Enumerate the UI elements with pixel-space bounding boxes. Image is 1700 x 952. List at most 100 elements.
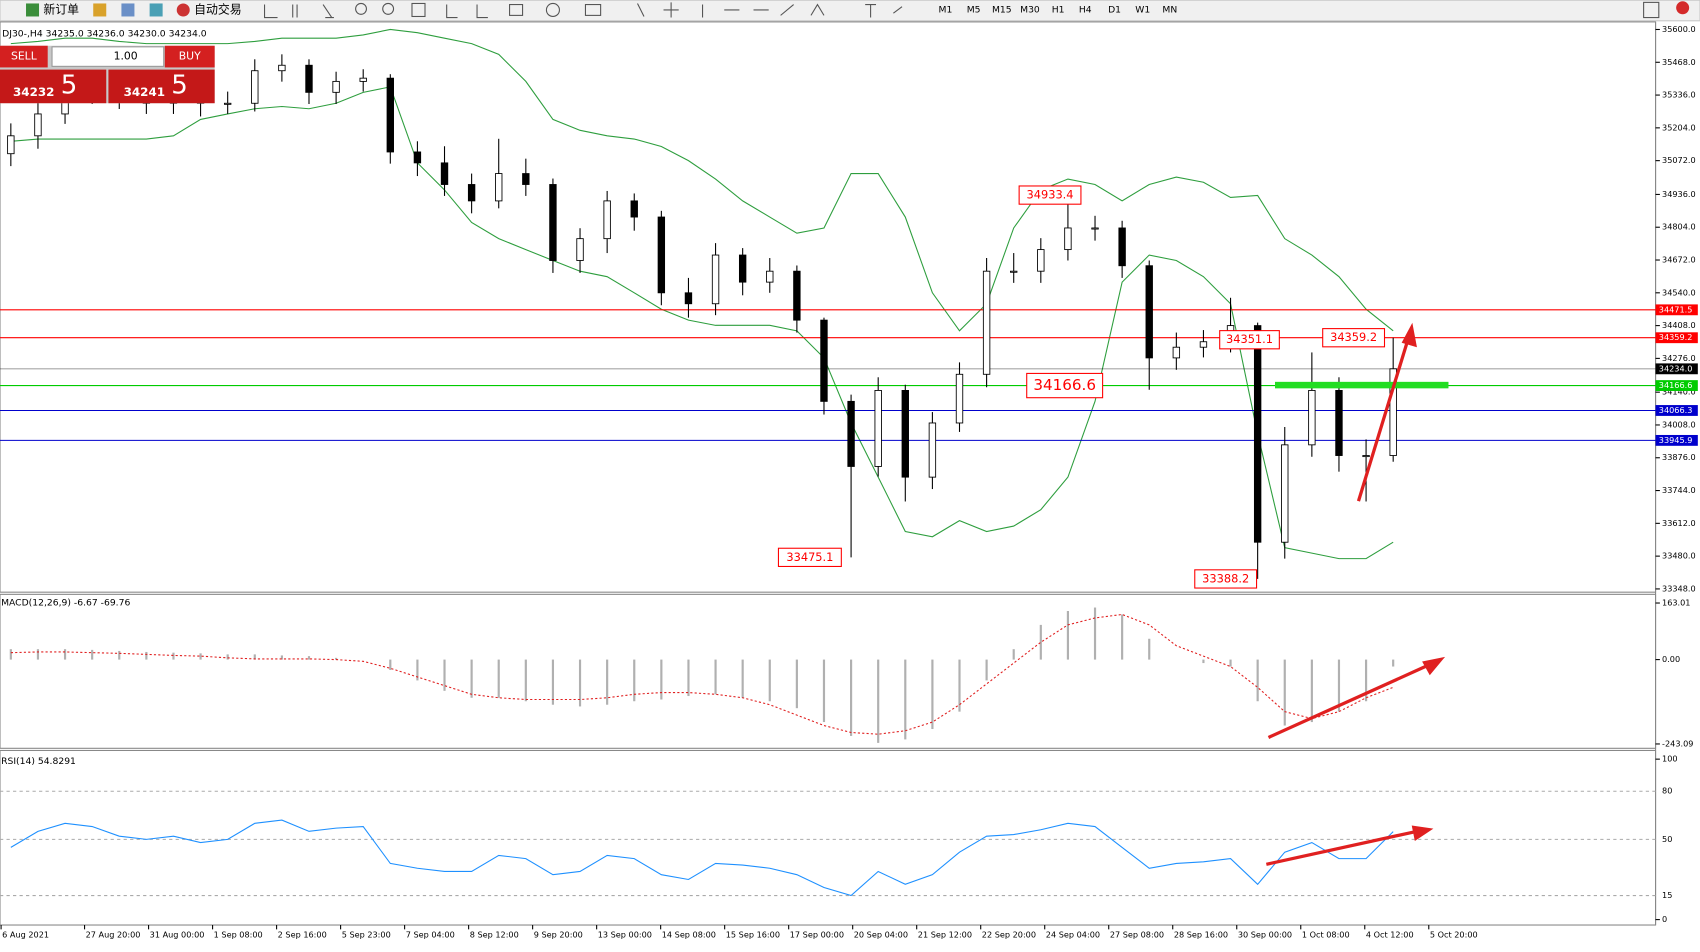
macd-histogram-bar: [958, 659, 961, 712]
x-tick-label: 31 Aug 00:00: [150, 929, 205, 939]
tool-icon[interactable]: [93, 3, 107, 17]
macd-histogram-bar: [1148, 638, 1151, 660]
timeframe-button[interactable]: M1: [939, 4, 953, 15]
macd-histogram-bar: [470, 659, 473, 698]
macd-histogram-bar: [633, 659, 636, 702]
candle-body: [413, 151, 422, 164]
macd-histogram-bar: [63, 649, 67, 660]
plot: 35600.0 35468.0 35336.0 35204.0 35072.0 34936…: [0, 24, 1698, 939]
x-tick-label: 8 Sep 12:00: [470, 929, 519, 939]
timeframe-button[interactable]: H1: [1052, 4, 1065, 15]
candle-body: [467, 184, 476, 202]
auto-trading-button[interactable]: 自动交易: [194, 2, 242, 16]
candle-body: [1281, 444, 1289, 543]
sell-price-pips[interactable]: 5: [61, 70, 78, 100]
timeframe-button[interactable]: W1: [1135, 4, 1150, 15]
x-tick-label: 28 Sep 16:00: [1174, 929, 1228, 939]
y-tick-label: 33480.0: [1662, 551, 1696, 561]
x-tick-label: 22 Sep 20:00: [982, 929, 1036, 939]
macd-histogram-bar: [606, 659, 609, 705]
tool-icon[interactable]: [149, 3, 163, 17]
drawing-tools[interactable]: [263, 2, 903, 19]
x-tick-label: 5 Sep 23:00: [342, 929, 391, 939]
search-button[interactable]: [1643, 1, 1660, 19]
buy-price-box[interactable]: [108, 69, 215, 104]
candle-body: [386, 77, 394, 153]
y-tick-label: 35600.0: [1662, 24, 1696, 34]
timeframe-bar: M1 M5 M15 M30 H1 H4 D1 W1 MN: [939, 4, 1178, 15]
buy-price-pips[interactable]: 5: [171, 70, 188, 100]
candle-body: [332, 80, 340, 93]
macd-histogram-bar: [172, 652, 175, 660]
y-tick-label: 33612.0: [1662, 518, 1696, 528]
y-tick-label: 33348.0: [1662, 583, 1696, 593]
timeframe-button[interactable]: M15: [992, 4, 1012, 15]
candle-body: [1145, 265, 1153, 359]
macd-histogram-bar: [145, 651, 148, 660]
candle-body: [1253, 325, 1262, 543]
macd-histogram-bar: [1066, 611, 1070, 660]
price-annotation: 34166.6: [1033, 376, 1096, 394]
toolbar: [0, 0, 1700, 22]
x-tick-label: 13 Sep 00:00: [598, 929, 652, 939]
auto-trading-icon[interactable]: [176, 3, 190, 17]
x-tick-label: 27 Aug 20:00: [86, 929, 141, 939]
macd-histogram-bar: [36, 649, 40, 660]
buy-label[interactable]: BUY: [179, 50, 201, 63]
drawn-arrows: [1265, 322, 1446, 866]
price-annotation-box: [777, 547, 842, 567]
x-tick-label: 6 Aug 2021: [2, 929, 49, 939]
price-annotation-box: [1018, 185, 1082, 205]
new-order-button[interactable]: 新订单: [43, 2, 79, 16]
buy-button[interactable]: [164, 45, 215, 68]
chart-header: DJ30-,H4 34235.0 34236.0 34230.0 34234.0: [2, 28, 207, 39]
macd-histogram-bar: [687, 659, 690, 697]
sell-price[interactable]: 34232: [13, 85, 54, 99]
timeframe-button[interactable]: M5: [967, 4, 981, 15]
macd-histogram-bar: [1039, 624, 1042, 660]
price-annotation: 33388.2: [1202, 571, 1249, 585]
sell-price-box[interactable]: [0, 69, 107, 104]
price-level-tag: [1655, 332, 1698, 344]
sell-label[interactable]: SELL: [11, 50, 37, 63]
tool-icon[interactable]: [121, 3, 135, 17]
macd-pane: [0, 593, 1657, 749]
x-tick-label: 24 Sep 04:00: [1046, 929, 1100, 939]
timeframe-button[interactable]: MN: [1162, 4, 1177, 15]
price-annotation: 33475.1: [786, 550, 833, 564]
volume-value[interactable]: 1.00: [114, 50, 138, 63]
macd-histogram-bar: [307, 656, 311, 660]
new-order-icon[interactable]: [26, 3, 40, 17]
candle-body: [576, 238, 584, 261]
macd-histogram-bar: [1337, 659, 1341, 712]
candle-body: [901, 390, 909, 478]
price-annotation: 34359.2: [1330, 330, 1377, 344]
timeframe-button[interactable]: M30: [1020, 4, 1040, 15]
candle-body: [1389, 368, 1397, 456]
buy-price[interactable]: 34241: [124, 85, 165, 99]
notification-badge[interactable]: [1676, 1, 1690, 15]
candle-body: [793, 270, 801, 321]
macd-histogram-bar: [118, 650, 121, 660]
macd-histogram-bar: [226, 654, 229, 660]
macd-histogram-bar: [1256, 659, 1259, 702]
timeframe-button[interactable]: D1: [1108, 4, 1121, 15]
macd-histogram-bar: [9, 649, 12, 660]
macd-histogram-bar: [524, 659, 527, 702]
bollinger-lower: [10, 86, 1394, 560]
x-tick-label: 1 Oct 08:00: [1302, 929, 1350, 939]
sell-button[interactable]: [0, 45, 48, 68]
candle-body: [1172, 346, 1181, 359]
macd-histogram-bar: [1392, 659, 1395, 667]
volume-input[interactable]: [51, 46, 165, 67]
macd-tick-label: 163.01: [1662, 598, 1690, 608]
macd-histogram-bar: [985, 659, 988, 681]
timeframe-button[interactable]: H4: [1079, 4, 1092, 15]
candle-body: [738, 254, 747, 283]
x-tick-label: 14 Sep 08:00: [662, 929, 716, 939]
x-tick-label: 4 Oct 12:00: [1366, 929, 1414, 939]
y-tick-label: 34408.0: [1662, 320, 1696, 330]
y-tick-label: 35336.0: [1662, 90, 1696, 100]
price-annotation-box: [1026, 372, 1104, 399]
